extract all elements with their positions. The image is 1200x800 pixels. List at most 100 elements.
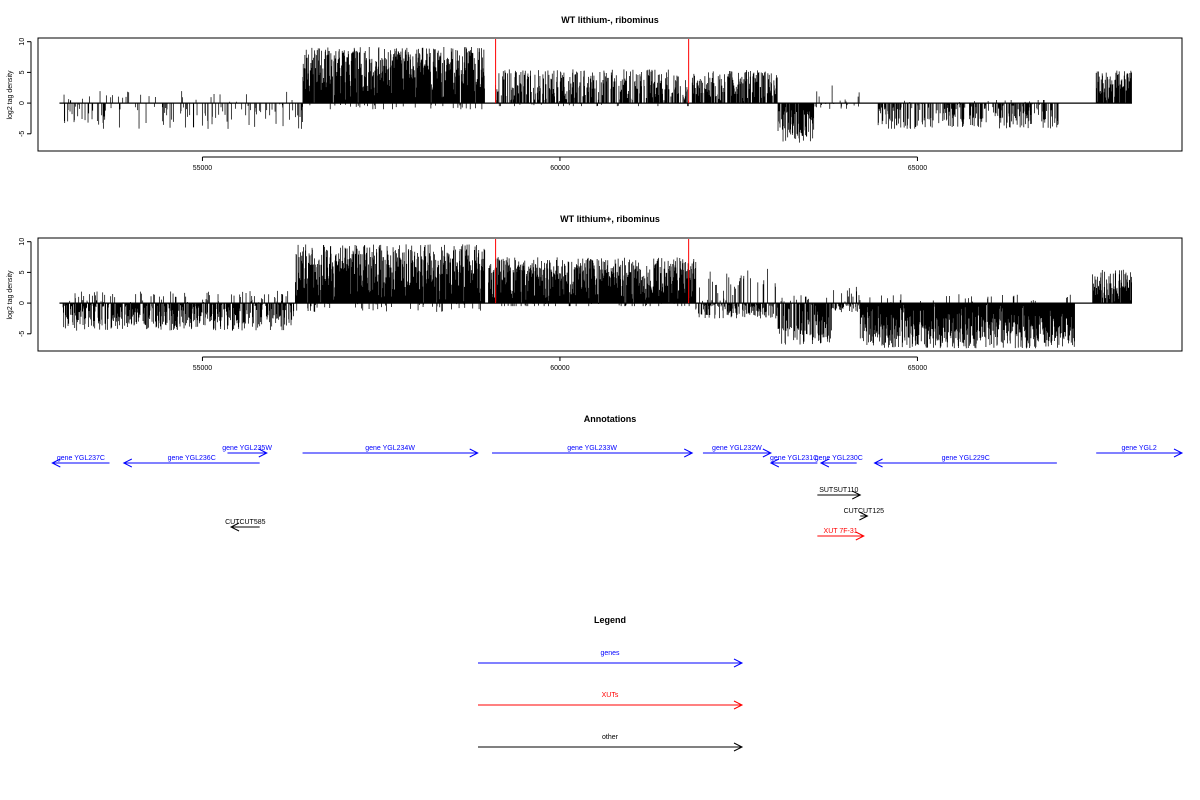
- panel-2-markers: [495, 239, 690, 304]
- feature-arrow-head: [469, 448, 479, 458]
- coverage-bars: [302, 46, 485, 110]
- annotation-label: SUTSUT110: [819, 487, 858, 494]
- annotation-label: XUT 7F-31: [824, 528, 858, 535]
- feature-arrow-head: [122, 458, 133, 468]
- annotation-features: gene YGL237C gene YGL236C gene YGL235W gene…: [51, 445, 1184, 541]
- panel-2-x-axis: 55000 60000 65000: [193, 356, 928, 372]
- feature-arrow-head: [733, 658, 744, 668]
- panel-2-plot-frame: [37, 237, 1183, 352]
- annotation-label: gene YGL2: [1121, 445, 1156, 452]
- coverage-bars: [1095, 70, 1132, 104]
- feature-arrow-head: [733, 700, 744, 710]
- x-tick-label: 65000: [908, 165, 928, 172]
- annotation-feature: gene YGL232W: [702, 445, 772, 458]
- legend-item-label: other: [602, 734, 619, 741]
- y-tick-label: 5: [19, 70, 26, 74]
- x-tick-label: 65000: [908, 365, 928, 372]
- panel-1-x-axis: 55000 60000 65000: [193, 156, 928, 172]
- feature-arrow-head: [684, 448, 694, 458]
- coverage-bars: [488, 257, 697, 307]
- feature-arrow-head: [769, 458, 780, 468]
- y-tick-label: 10: [19, 238, 26, 246]
- panel-2-title: WT lithium+, ribominus: [560, 214, 660, 224]
- coverage-bars: [814, 85, 860, 109]
- annotations-panel: Annotations gene YGL237C gene YGL236Cgene…: [51, 414, 1184, 541]
- y-tick-label: -5: [19, 131, 26, 137]
- annotation-feature: gene YGL235W: [222, 445, 272, 458]
- panel-2: WT lithium+, ribominus log2 tag density …: [7, 214, 1183, 372]
- annotation-label: CUTCUT585: [225, 519, 266, 526]
- annotation-feature: gene YGL233W: [492, 445, 694, 458]
- panel-1-title: WT lithium-, ribominus: [561, 15, 659, 25]
- annotation-feature: gene YGL236C: [122, 455, 260, 468]
- coverage-bars: [877, 100, 1060, 129]
- annotation-feature: XUT 7F-31: [817, 528, 865, 541]
- annotation-label: CUTCUT125: [844, 508, 885, 515]
- annotation-label: gene YGL230C: [815, 455, 863, 462]
- annotation-feature: gene YGL230C: [815, 455, 863, 468]
- feature-arrow-head: [859, 511, 869, 521]
- annotations-title: Annotations: [584, 414, 637, 424]
- y-tick-label: -5: [19, 331, 26, 337]
- panel-1-y-axis: -5 0 5 10: [19, 38, 32, 137]
- annotation-feature: gene YGL231C: [769, 455, 818, 468]
- legend-items: genes XUTs other: [478, 650, 744, 752]
- coverage-bars: [295, 244, 486, 312]
- legend-item-label: XUTs: [602, 692, 619, 699]
- x-tick-label: 55000: [193, 165, 213, 172]
- feature-arrow-head: [229, 522, 240, 532]
- annotation-label: gene YGL232W: [712, 445, 762, 452]
- panel-1-y-axis-label: log2 tag density: [7, 70, 14, 120]
- annotation-label: gene YGL235W: [222, 445, 272, 452]
- panel-1-plot-frame: [37, 37, 1183, 152]
- panel-1-markers: [495, 39, 690, 104]
- annotation-label: gene YGL237C: [57, 455, 105, 462]
- legend-item: XUTs: [478, 692, 744, 710]
- y-tick-label: 5: [19, 270, 26, 274]
- x-tick-label: 55000: [193, 365, 213, 372]
- legend-item: genes: [478, 650, 744, 668]
- annotation-feature: gene YGL234W: [302, 445, 479, 458]
- coverage-bars: [62, 290, 296, 331]
- panel-1: WT lithium-, ribominus log2 tag density …: [7, 15, 1183, 172]
- panel-2-y-axis: -5 0 5 10: [19, 238, 32, 337]
- annotation-feature: gene YGL2: [1096, 445, 1184, 458]
- annotation-label: gene YGL236C: [168, 455, 216, 462]
- coverage-bars: [495, 69, 689, 107]
- coverage-bars: [63, 91, 303, 129]
- coverage-bars: [695, 268, 779, 319]
- x-tick-label: 60000: [550, 165, 570, 172]
- legend-panel: Legend genes XUTs other: [478, 615, 744, 752]
- annotation-label: gene YGL231C: [770, 455, 818, 462]
- y-tick-label: 10: [19, 38, 26, 46]
- feature-arrow-head: [258, 448, 268, 458]
- coverage-bars: [859, 294, 1075, 349]
- annotation-feature: gene YGL229C: [873, 455, 1057, 468]
- coverage-bars: [831, 286, 861, 313]
- annotation-label: gene YGL234W: [365, 445, 415, 452]
- feature-arrow-head: [873, 458, 883, 468]
- feature-arrow-head: [762, 448, 772, 458]
- panel-2-bars: [59, 244, 1133, 349]
- coverage-bars: [1092, 269, 1133, 304]
- feature-arrow-head: [1173, 448, 1184, 458]
- annotation-label: gene YGL229C: [942, 455, 990, 462]
- annotation-feature: gene YGL237C: [51, 455, 110, 468]
- feature-arrow-head: [852, 490, 862, 500]
- y-tick-label: 0: [19, 101, 26, 105]
- annotation-feature: CUTCUT125: [844, 508, 885, 521]
- legend-title: Legend: [594, 615, 626, 625]
- coverage-bars: [777, 103, 815, 143]
- y-tick-label: 0: [19, 301, 26, 305]
- legend-item: other: [478, 734, 744, 752]
- feature-arrow-head: [733, 742, 744, 752]
- annotation-label: gene YGL233W: [567, 445, 617, 452]
- feature-arrow-head: [855, 531, 865, 541]
- feature-arrow-head: [51, 458, 61, 468]
- annotation-feature: SUTSUT110: [817, 487, 862, 500]
- x-tick-label: 60000: [550, 365, 570, 372]
- feature-arrow-head: [819, 458, 830, 468]
- panel-1-bars: [59, 46, 1132, 143]
- coverage-bars: [691, 70, 778, 104]
